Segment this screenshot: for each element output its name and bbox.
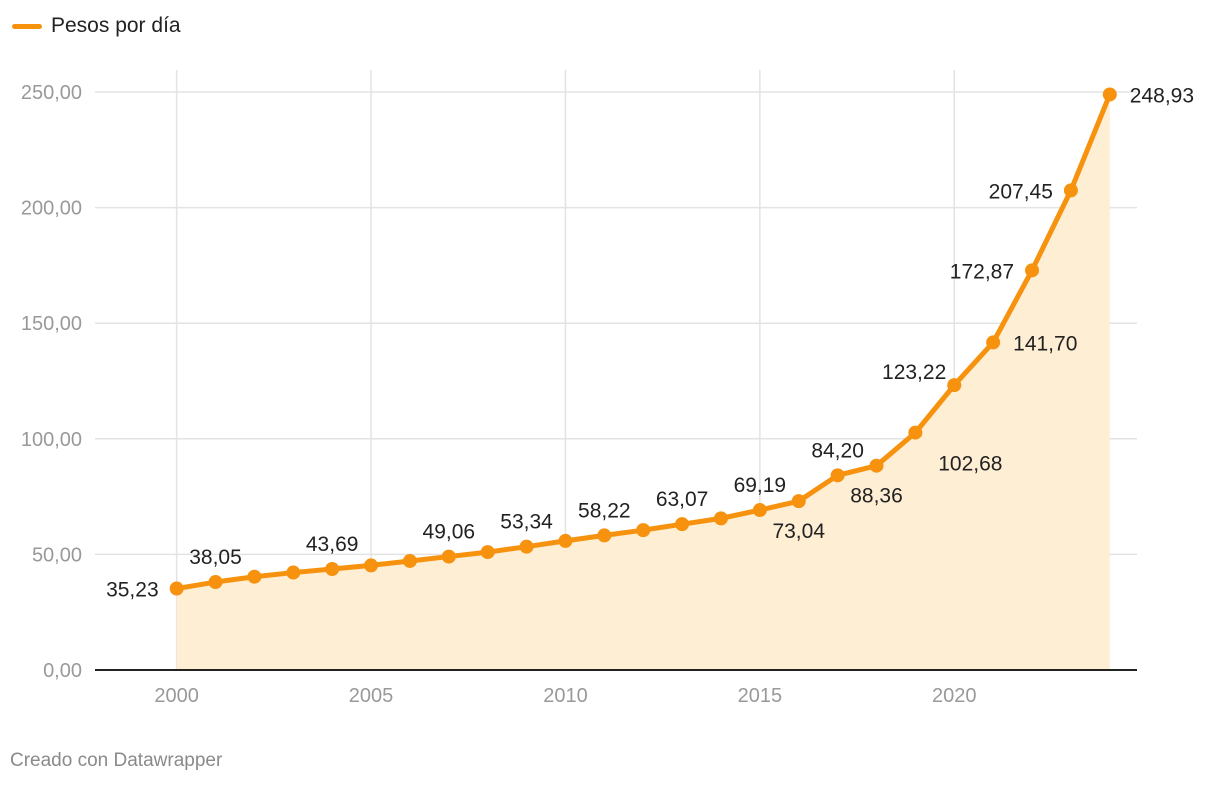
y-tick-label: 250,00 <box>21 82 82 104</box>
data-point <box>713 511 728 526</box>
axis-layer: 0,00 50,00 100,00 150,00 200,00 250,00 2000 200… <box>21 82 1137 707</box>
data-point <box>169 581 184 596</box>
data-point <box>480 545 495 560</box>
data-point <box>441 549 456 564</box>
data-point <box>519 539 534 554</box>
series-area <box>176 94 1110 671</box>
data-label: 123,22 <box>882 361 946 384</box>
data-label: 88,36 <box>850 485 903 508</box>
label-layer: 35,23 38,05 43,69 49,06 53,34 58,22 63,07 69,19… <box>106 84 1194 601</box>
data-point <box>675 517 690 532</box>
x-tick-label: 2005 <box>349 685 394 707</box>
x-tick-label: 2015 <box>738 685 783 707</box>
data-label: 102,68 <box>938 453 1002 476</box>
data-point <box>830 468 845 483</box>
data-label: 38,05 <box>189 546 242 569</box>
data-label: 69,19 <box>734 474 787 497</box>
data-label: 43,69 <box>306 533 359 556</box>
data-label: 207,45 <box>989 180 1053 203</box>
data-label: 172,87 <box>950 260 1014 283</box>
legend-label: Pesos por día <box>51 14 181 37</box>
y-tick-label: 100,00 <box>21 429 82 451</box>
data-label: 248,93 <box>1130 84 1194 107</box>
data-point <box>752 503 767 518</box>
data-point <box>908 425 923 440</box>
data-point <box>869 458 884 473</box>
data-label: 84,20 <box>811 439 864 462</box>
data-point <box>364 558 379 573</box>
legend-swatch <box>12 23 42 29</box>
data-label: 63,07 <box>656 488 709 511</box>
x-tick-label: 2010 <box>543 685 588 707</box>
data-point <box>558 533 573 548</box>
data-point <box>208 575 223 590</box>
x-tick-label: 2020 <box>932 685 977 707</box>
y-tick-label: 0,00 <box>43 660 82 682</box>
data-label: 141,70 <box>1013 332 1077 355</box>
data-point <box>1025 263 1040 278</box>
data-point <box>791 494 806 509</box>
area-layer <box>176 94 1110 671</box>
y-tick-label: 150,00 <box>21 313 82 335</box>
data-label: 49,06 <box>423 521 476 544</box>
data-point <box>325 561 340 576</box>
y-tick-label: 200,00 <box>21 198 82 220</box>
data-point <box>636 523 651 538</box>
footer-credit: Creado con Datawrapper <box>10 750 223 771</box>
data-label: 58,22 <box>578 499 631 522</box>
legend: Pesos por día <box>12 14 181 38</box>
data-point <box>986 335 1001 350</box>
data-point <box>1102 87 1117 102</box>
x-tick-label: 2000 <box>154 685 199 707</box>
data-label: 35,23 <box>106 579 159 602</box>
data-point <box>1063 183 1078 198</box>
data-point <box>597 528 612 543</box>
data-point <box>947 378 962 393</box>
data-point <box>247 569 262 584</box>
data-label: 53,34 <box>500 511 553 534</box>
point-layer <box>169 87 1117 596</box>
data-label: 73,04 <box>772 520 825 543</box>
data-point <box>402 553 417 568</box>
data-point <box>286 565 301 580</box>
y-tick-label: 50,00 <box>32 544 82 566</box>
